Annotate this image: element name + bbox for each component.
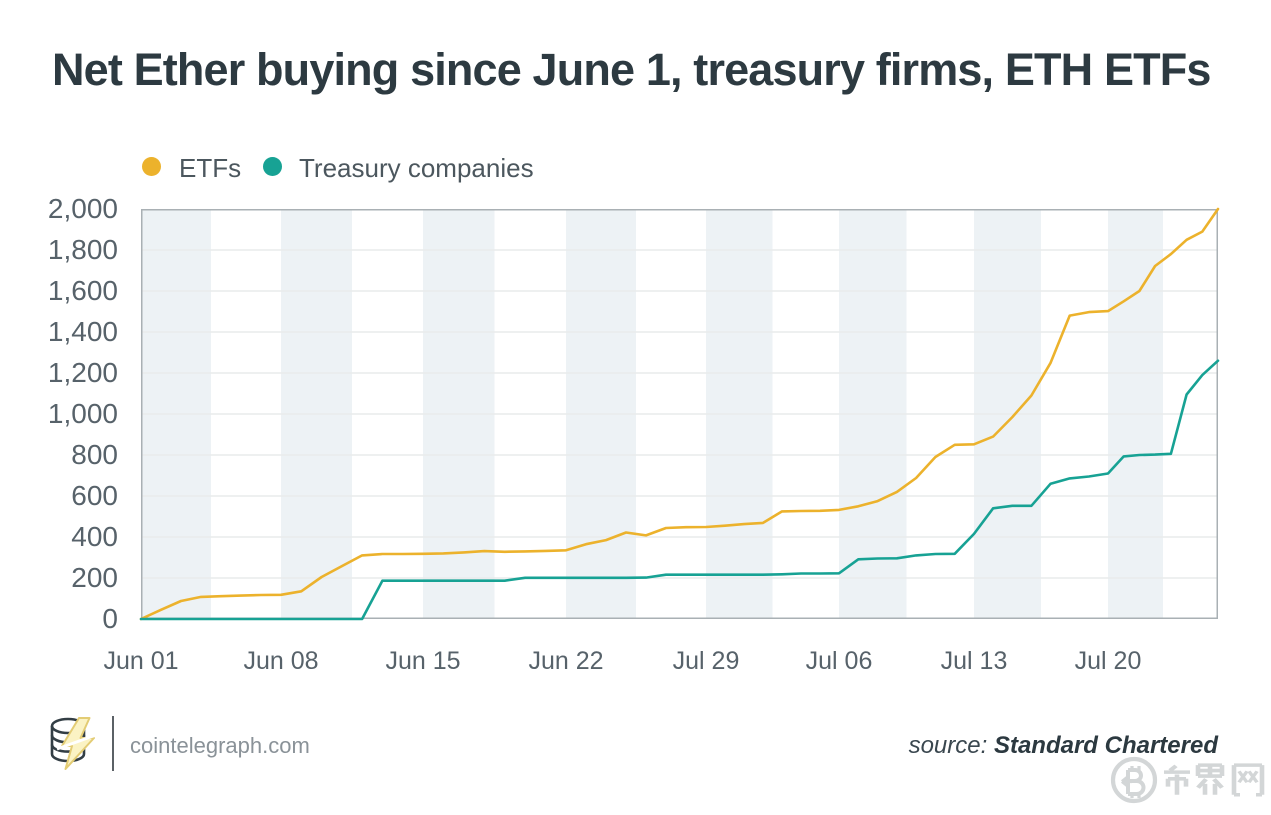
- series-line-treasury: [139, 359, 1220, 621]
- legend-label-etfs: ETFs: [179, 153, 242, 183]
- x-tick-label: Jul 20: [1074, 647, 1142, 675]
- x-tick-label: Jun 22: [528, 647, 604, 675]
- x-tick-label: Jul 13: [940, 647, 1008, 675]
- y-tick-label: 1,600: [47, 275, 118, 306]
- footer-site-text: cointelegraph.com: [130, 733, 310, 758]
- footer-divider: [112, 716, 114, 771]
- source-value: Standard Chartered: [993, 732, 1218, 759]
- cointelegraph-logo-icon: [50, 717, 97, 770]
- source-label: source:: [908, 732, 988, 759]
- plot-border: [141, 209, 1218, 619]
- y-tick-label: 0: [102, 603, 118, 634]
- y-tick-label: 200: [71, 562, 118, 593]
- line-chart-plot-area: [139, 207, 1220, 621]
- series-line-etfs: [139, 207, 1220, 621]
- y-tick-label: 400: [71, 521, 118, 552]
- x-tick-label: Jul 29: [672, 647, 740, 675]
- page-title: Net Ether buying since June 1, treasury …: [52, 44, 1211, 95]
- y-tick-label: 1,200: [47, 357, 118, 388]
- x-tick-label: Jun 15: [385, 647, 461, 675]
- y-tick-label: 1,800: [47, 234, 118, 265]
- y-tick-label: 1,400: [47, 316, 118, 347]
- y-tick-label: 800: [71, 439, 118, 470]
- x-tick-label: Jul 06: [805, 647, 873, 675]
- x-tick-label: Jun 01: [103, 647, 179, 675]
- source-attribution: source: Standard Chartered: [909, 732, 1218, 760]
- y-tick-label: 1,000: [47, 398, 118, 429]
- y-tick-label: 2,000: [47, 193, 118, 224]
- legend-dot-treasury: [263, 157, 282, 176]
- legend-dot-etfs: [142, 157, 161, 176]
- y-tick-label: 600: [71, 480, 118, 511]
- legend-label-treasury: Treasury companies: [299, 153, 534, 183]
- x-tick-label: Jun 08: [243, 647, 319, 675]
- watermark-bijiewang: [1110, 756, 1265, 804]
